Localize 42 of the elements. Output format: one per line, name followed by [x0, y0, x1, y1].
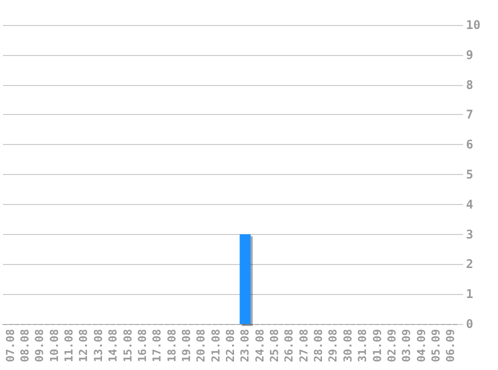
x-tick-label: 07.08	[4, 329, 17, 362]
x-tick-label: 08.08	[18, 329, 32, 362]
y-tick-label: 0	[466, 317, 474, 331]
x-tick-label: 11.08	[62, 329, 76, 362]
x-tick-label: 22.08	[224, 329, 237, 362]
x-tick-label: 09.08	[33, 329, 46, 362]
y-tick-label: 6	[466, 138, 474, 152]
x-tick-label: 17.08	[150, 329, 164, 362]
y-tick-label: 10	[466, 18, 480, 32]
x-tick-label: 01.09	[370, 329, 384, 362]
x-tick-label: 21.08	[209, 329, 222, 362]
x-tick-label: 18.08	[165, 329, 178, 362]
x-tick-label: 03.09	[400, 329, 414, 362]
x-tick-label: 14.08	[106, 329, 120, 362]
y-tick-label: 7	[466, 108, 474, 122]
y-tick-label: 9	[466, 48, 474, 62]
x-tick-label: 27.08	[297, 329, 310, 362]
x-tick-label: 02.09	[385, 329, 398, 362]
x-tick-label: 05.09	[429, 329, 442, 362]
x-tick-label: 28.08	[312, 329, 326, 362]
x-tick-label: 10.08	[48, 329, 61, 362]
x-tick-label: 19.08	[180, 329, 193, 362]
y-tick-label: 2	[466, 257, 474, 272]
x-tick-label: 15.08	[121, 329, 134, 362]
x-tick-label: 16.08	[136, 329, 149, 362]
y-tick-label: 1	[466, 287, 474, 302]
x-tick-label: 12.08	[77, 329, 90, 362]
x-tick-label: 13.08	[92, 329, 105, 362]
x-tick-label: 06.09	[444, 329, 458, 362]
x-tick-label: 30.08	[341, 329, 354, 362]
x-tick-label: 31.08	[356, 329, 370, 362]
y-tick-label: 4	[466, 197, 474, 212]
x-tick-label: 23.08	[238, 329, 252, 362]
y-tick-label: 8	[466, 78, 474, 92]
x-tick-label: 04.09	[414, 329, 428, 362]
x-tick-label: 20.08	[194, 329, 208, 362]
y-tick-label: 3	[466, 227, 474, 242]
x-tick-label: 25.08	[268, 329, 282, 362]
x-tick-label: 29.08	[326, 329, 340, 362]
x-tick-label: 26.08	[282, 329, 296, 362]
y-tick-label: 5	[466, 168, 474, 182]
x-tick-label: 24.08	[253, 329, 266, 362]
